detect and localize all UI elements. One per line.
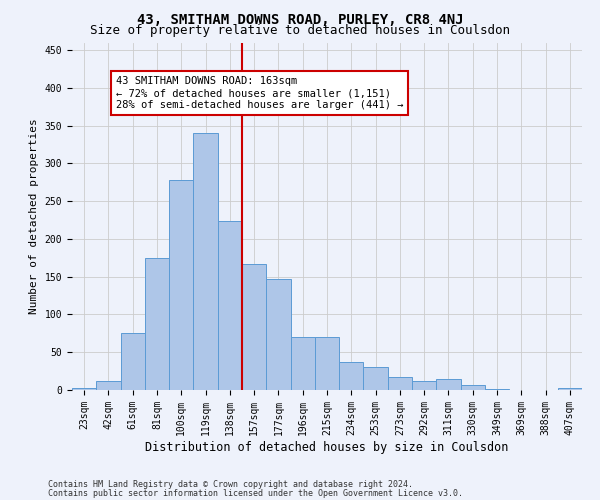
Text: Contains HM Land Registry data © Crown copyright and database right 2024.: Contains HM Land Registry data © Crown c… xyxy=(48,480,413,489)
Bar xyxy=(364,368,388,390)
Bar xyxy=(193,133,218,390)
Bar xyxy=(436,380,461,390)
Bar xyxy=(72,388,96,390)
Bar xyxy=(290,337,315,390)
Bar xyxy=(339,362,364,390)
X-axis label: Distribution of detached houses by size in Coulsdon: Distribution of detached houses by size … xyxy=(145,440,509,454)
Text: 43 SMITHAM DOWNS ROAD: 163sqm
← 72% of detached houses are smaller (1,151)
28% o: 43 SMITHAM DOWNS ROAD: 163sqm ← 72% of d… xyxy=(116,76,403,110)
Y-axis label: Number of detached properties: Number of detached properties xyxy=(29,118,39,314)
Bar xyxy=(388,377,412,390)
Bar xyxy=(558,388,582,390)
Bar xyxy=(145,258,169,390)
Text: 43, SMITHAM DOWNS ROAD, PURLEY, CR8 4NJ: 43, SMITHAM DOWNS ROAD, PURLEY, CR8 4NJ xyxy=(137,12,463,26)
Bar xyxy=(412,381,436,390)
Bar xyxy=(485,389,509,390)
Bar xyxy=(266,279,290,390)
Text: Contains public sector information licensed under the Open Government Licence v3: Contains public sector information licen… xyxy=(48,488,463,498)
Bar xyxy=(169,180,193,390)
Text: Size of property relative to detached houses in Coulsdon: Size of property relative to detached ho… xyxy=(90,24,510,37)
Bar xyxy=(121,334,145,390)
Bar xyxy=(315,337,339,390)
Bar xyxy=(96,381,121,390)
Bar xyxy=(461,384,485,390)
Bar xyxy=(218,221,242,390)
Bar xyxy=(242,264,266,390)
